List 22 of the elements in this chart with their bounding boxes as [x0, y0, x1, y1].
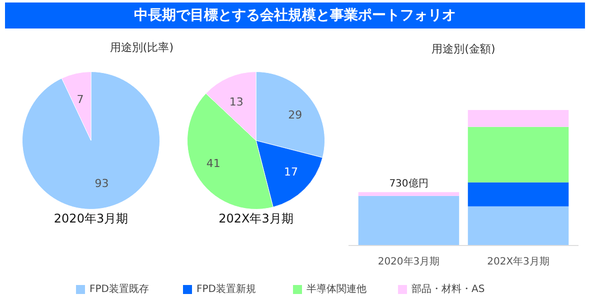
chart-subtitle: 用途別(比率): [110, 41, 174, 54]
text: 2020年3月期: [54, 212, 128, 226]
annotation: 730億円: [389, 177, 428, 190]
bar: [358, 196, 460, 246]
legend-label: FPD装置既存: [90, 283, 149, 295]
bar: [468, 182, 569, 206]
bar: [468, 206, 569, 246]
data-label: 7: [76, 92, 84, 106]
data-label: 93: [94, 177, 109, 190]
text: 202X年3月期: [218, 212, 294, 226]
legend-label: 半導体関連他: [306, 283, 366, 295]
data-label: 29: [288, 108, 302, 122]
bar: [358, 192, 460, 196]
chart-title: 用途別(金額): [432, 42, 496, 56]
text: 中長期で目標とする会社規模と事業ポートフォリオ: [134, 8, 456, 24]
bar: [468, 126, 569, 182]
bar: [468, 110, 569, 127]
data-label: 13: [229, 95, 244, 108]
legend-label: FPD装置新規: [196, 283, 256, 295]
data-label: 17: [284, 166, 298, 179]
legend-label: 部品・材料・AS: [412, 283, 485, 295]
data-label: 41: [206, 156, 220, 170]
